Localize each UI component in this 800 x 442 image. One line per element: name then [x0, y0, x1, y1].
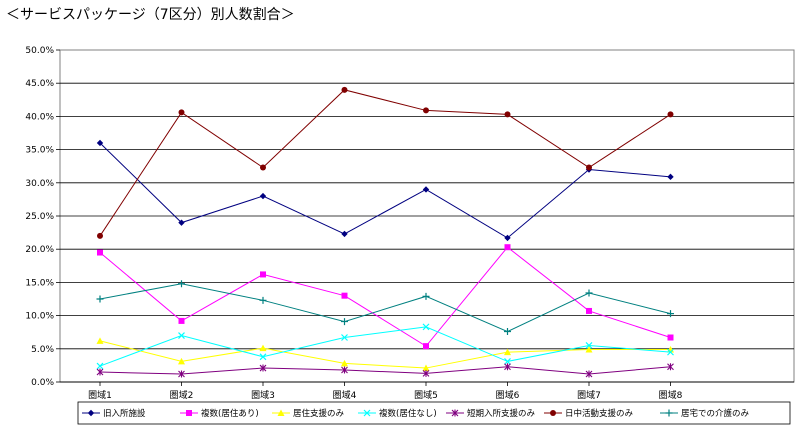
legend-marker [186, 410, 192, 416]
y-tick-label: 35.0% [25, 146, 54, 156]
x-tick-label: 圏域7 [577, 389, 601, 401]
x-tick-label: 圏域5 [414, 389, 438, 401]
data-point [96, 337, 104, 344]
y-tick-label: 25.0% [25, 212, 54, 222]
data-point [585, 289, 593, 297]
y-tick-label: 5.0% [31, 345, 54, 355]
data-point [422, 364, 430, 372]
legend-marker [277, 409, 285, 416]
x-tick-label: 圏域6 [496, 389, 520, 401]
data-point [260, 164, 266, 171]
legend-label: 旧入所施設 [103, 408, 146, 419]
legend-label: 居住支援のみ [293, 408, 345, 419]
data-point [341, 292, 348, 299]
y-tick-label: 15.0% [25, 278, 54, 288]
data-point [504, 244, 511, 251]
data-point [667, 173, 674, 181]
data-point [341, 334, 348, 341]
legend-marker [665, 409, 673, 417]
y-tick-label: 20.0% [25, 245, 54, 255]
data-point [423, 107, 429, 114]
data-point [423, 343, 429, 350]
x-tick-label: 圏域1 [88, 389, 112, 401]
series-line [99, 326, 671, 367]
x-tick-label: 圏域8 [659, 389, 683, 401]
data-point [504, 111, 511, 118]
data-point [260, 271, 266, 278]
y-tick-label: 30.0% [25, 179, 54, 189]
data-point [96, 368, 104, 376]
data-point [97, 249, 103, 256]
data-point [586, 164, 592, 171]
legend-label: 短期入所支援のみ [467, 408, 536, 419]
data-point [259, 344, 267, 352]
y-tick-label: 0.0% [31, 378, 54, 388]
data-point [178, 332, 185, 339]
data-point [667, 111, 674, 118]
data-point [504, 348, 511, 356]
data-point [96, 295, 104, 303]
data-point [422, 369, 430, 377]
data-point [422, 186, 430, 193]
series-line [99, 142, 671, 239]
page-title: ＜サービスパッケージ（7区分）別人数割合＞ [6, 7, 295, 23]
data-point [259, 192, 267, 200]
data-point [178, 219, 185, 226]
data-point [667, 334, 674, 341]
data-point [667, 310, 674, 318]
legend-marker [451, 409, 459, 417]
legend-label: 複数(居住あり) [201, 408, 259, 419]
legend-marker [550, 410, 556, 416]
data-point [504, 357, 511, 365]
data-point [341, 86, 348, 93]
data-point [178, 357, 185, 365]
legend-marker [87, 409, 95, 417]
data-point [96, 139, 104, 147]
x-tick-label: 圏域4 [333, 389, 357, 401]
y-tick-label: 50.0% [25, 46, 54, 56]
data-point [341, 230, 348, 238]
data-point [667, 363, 674, 371]
legend-label: 日中活動支援のみ [565, 408, 634, 419]
data-point [422, 292, 430, 300]
data-point [504, 363, 511, 371]
series-line [99, 246, 671, 347]
data-point [585, 370, 593, 378]
data-point [585, 345, 593, 353]
series-line [99, 366, 671, 375]
data-point [259, 353, 267, 361]
x-tick-label: 圏域2 [170, 389, 194, 401]
y-tick-label: 10.0% [25, 312, 54, 322]
series-line [99, 340, 671, 369]
data-point [97, 232, 103, 239]
data-point [422, 323, 430, 331]
data-point [504, 328, 511, 336]
legend-label: 居宅での介護のみ [681, 408, 750, 419]
series-line [99, 89, 671, 237]
data-point [586, 307, 592, 314]
y-tick-label: 45.0% [25, 79, 54, 89]
data-point [259, 296, 267, 304]
legend-label: 複数(居住なし) [379, 408, 437, 419]
data-point [667, 348, 674, 356]
y-tick-label: 40.0% [25, 112, 54, 122]
legend-marker [363, 409, 371, 417]
data-point [178, 280, 185, 288]
data-point [178, 370, 185, 378]
data-point [341, 318, 348, 326]
data-point [341, 366, 348, 374]
series-line [99, 283, 671, 333]
data-point [259, 364, 267, 372]
x-tick-label: 圏域3 [251, 389, 275, 401]
data-point [341, 359, 348, 367]
legend [77, 401, 791, 425]
data-point [585, 342, 593, 349]
data-point [504, 234, 511, 242]
data-point [178, 317, 185, 324]
data-point [178, 109, 185, 116]
data-point [96, 362, 104, 370]
